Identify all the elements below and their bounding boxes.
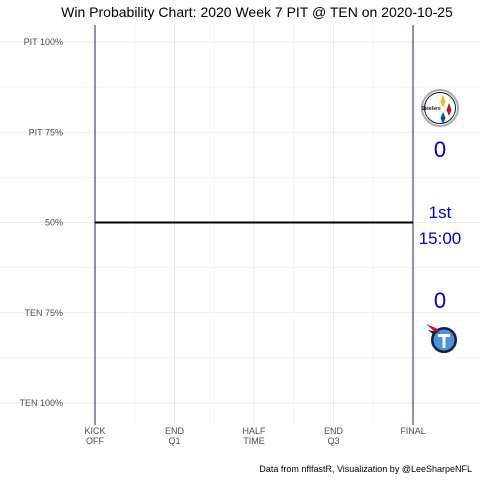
grid <box>0 25 480 425</box>
game-quarter: 1st <box>429 203 452 222</box>
x-tick-label: HALF TIME <box>242 426 266 446</box>
chart-title: Win Probability Chart: 2020 Week 7 PIT @… <box>61 4 453 20</box>
x-tick-label: END Q3 <box>324 426 344 446</box>
svg-text:Steelers: Steelers <box>421 106 441 112</box>
away-team-score: 0 <box>434 137 446 162</box>
y-tick-label: 50% <box>45 218 63 228</box>
y-axis: PIT 100% PIT 75% 50% TEN 75% TEN 100% <box>19 37 63 408</box>
home-team-score: 0 <box>434 288 446 313</box>
game-clock: 15:00 <box>419 229 462 248</box>
chart-caption: Data from nflfastR, Visualization by @Le… <box>259 464 472 474</box>
x-axis: KICK OFF END Q1 HALF TIME END Q3 FINAL <box>84 426 425 446</box>
x-tick-label: FINAL <box>400 426 426 436</box>
y-tick-label: PIT 75% <box>29 127 63 137</box>
steelers-logo: Steelers <box>421 89 459 127</box>
y-tick-label: TEN 75% <box>24 308 63 318</box>
titans-logo <box>426 324 458 354</box>
x-tick-label: KICK OFF <box>84 426 105 446</box>
x-tick-label: END Q1 <box>165 426 185 446</box>
y-tick-label: TEN 100% <box>19 398 63 408</box>
game-boundaries <box>94 25 414 425</box>
y-tick-label: PIT 100% <box>24 37 63 47</box>
